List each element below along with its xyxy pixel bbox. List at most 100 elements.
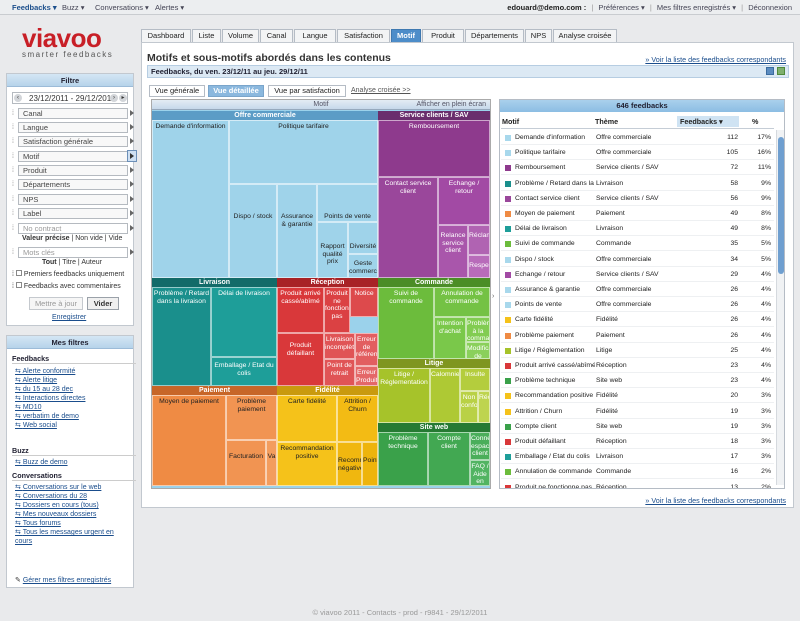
cell-suivi-commande[interactable]: Suivi de commande: [378, 287, 434, 359]
group-reception[interactable]: Réception: [277, 278, 378, 287]
cell-geste-commercial[interactable]: Geste commercial: [348, 254, 378, 278]
cross-analysis-link[interactable]: Analyse croisée >>: [351, 87, 411, 94]
cell-paiement-va[interactable]: Va: [266, 440, 277, 486]
table-row[interactable]: Annulation de commande Commande 16 2%: [501, 464, 774, 480]
check-with-comments[interactable]: ⁞ Feedbacks avec commentaires: [12, 282, 121, 290]
cell-modification-commande[interactable]: Modification de commande: [466, 342, 490, 359]
cell-assurance-garantie[interactable]: Assurance & garantie: [277, 184, 317, 278]
menu-feedbacks[interactable]: Feedbacks ▾: [12, 3, 57, 12]
table-row[interactable]: Politique tarifaire Offre commerciale 105 1…: [501, 145, 774, 161]
arrow-right-icon[interactable]: [130, 210, 134, 216]
table-row[interactable]: Compte client Site web 19 3%: [501, 419, 774, 434]
filter-canal[interactable]: ⁞ Canal: [12, 108, 137, 119]
cell-retard-livraison[interactable]: Problème / Retard dans la livraison: [152, 287, 211, 386]
saved-filter-item[interactable]: ⇆ Conversations du 28: [15, 493, 88, 500]
arrow-right-icon[interactable]: [130, 124, 134, 130]
tab-canal[interactable]: Canal: [260, 29, 293, 42]
cell-erreur-reference[interactable]: Erreur de référence: [355, 333, 378, 366]
cell-carte-fidelite[interactable]: Carte fidélité: [277, 395, 337, 442]
filter-label[interactable]: ⁞ Label: [12, 208, 137, 219]
cell-facturation[interactable]: Facturation: [226, 440, 266, 486]
fullscreen-link[interactable]: Afficher en plein écran: [416, 101, 486, 108]
table-row[interactable]: Délai de livraison Livraison 49 8%: [501, 221, 774, 237]
menu-preferences[interactable]: Préférences ▾: [598, 3, 645, 12]
filter-langue[interactable]: ⁞ Langue: [12, 122, 137, 133]
opt-tout[interactable]: Tout: [42, 259, 57, 266]
table-row[interactable]: Problème / Retard dans la livraisonLivra…: [501, 176, 774, 191]
table-row[interactable]: Remboursement Service clients / SAV 72 11%: [501, 160, 774, 176]
arrow-right-icon[interactable]: [127, 150, 137, 162]
table-scrollbar[interactable]: [776, 130, 784, 485]
expand-icon[interactable]: ⁞: [12, 196, 14, 203]
saved-filter-item[interactable]: ⇆ Dossiers en cours (tous): [15, 502, 99, 509]
table-row[interactable]: Carte fidélité Fidélité 26 4%: [501, 312, 774, 328]
opt-vide[interactable]: Vide: [108, 235, 123, 242]
cell-reclamation-sav[interactable]: Réclam: [468, 225, 490, 255]
export-icon[interactable]: [766, 67, 774, 75]
expand-icon[interactable]: ⁞: [12, 110, 14, 117]
expand-icon[interactable]: ⁞: [12, 124, 14, 131]
table-row[interactable]: Problème paiement Paiement 26 4%: [501, 328, 774, 343]
cell-rapport-qualite-prix[interactable]: Rapport qualité prix: [317, 222, 348, 278]
cell-attrition-churn[interactable]: Attrition / Churn: [337, 395, 378, 442]
col-motif[interactable]: Motif: [502, 117, 520, 126]
saved-filter-item[interactable]: ⇆ Tous forums: [15, 520, 61, 527]
cell-delai-livraison[interactable]: Délai de livraison: [211, 287, 277, 357]
table-row[interactable]: Produit ne fonctionne pas Réception 13 2%: [501, 480, 774, 488]
saved-filter-item[interactable]: ⇆ Web social: [15, 422, 57, 429]
viavoo-logo[interactable]: viavoo smarter feedbacks: [22, 24, 122, 66]
group-fidelite[interactable]: Fidélité: [277, 386, 378, 395]
table-row[interactable]: Recommandation positive Fidélité 20 3%: [501, 388, 774, 404]
view-satisfaction[interactable]: Vue par satisfaction: [268, 85, 346, 97]
checkbox[interactable]: [15, 282, 22, 288]
cell-moyen-paiement[interactable]: Moyen de paiement: [152, 395, 226, 486]
expand-icon[interactable]: ⁞: [12, 225, 14, 232]
cell-produit-defaillant[interactable]: Produit défaillant: [277, 333, 324, 386]
cell-livraison-incomplete[interactable]: Livraison incomplète: [324, 333, 355, 359]
tab-motif[interactable]: Motif: [391, 29, 421, 42]
expand-icon[interactable]: ⁞: [12, 167, 14, 174]
table-row[interactable]: Emballage / Etat du colis Livraison 17 3%: [501, 449, 774, 465]
apply-button[interactable]: Mettre à jour: [29, 297, 83, 310]
cell-insulte[interactable]: Insulte: [460, 368, 490, 391]
table-row[interactable]: Echange / retour Service clients / SAV 29 4…: [501, 267, 774, 282]
cell-echange-retour[interactable]: Echange / retour: [438, 177, 490, 225]
saved-filter-item[interactable]: ⇆ Buzz de demo: [15, 459, 68, 466]
saved-filter-item[interactable]: ⇆ Alerte litige: [15, 377, 58, 384]
arrow-right-icon[interactable]: [130, 110, 134, 116]
expand-icon[interactable]: ⁞: [12, 181, 14, 188]
cell-point-retrait[interactable]: Point de retrait: [324, 359, 355, 386]
cell-intention-achat[interactable]: Intention d'achat: [434, 317, 466, 359]
saved-filter-item[interactable]: ⇆ MD10: [15, 404, 42, 411]
group-livraison[interactable]: Livraison: [152, 278, 277, 287]
prev-date-icon[interactable]: ‹: [14, 94, 22, 102]
expand-icon[interactable]: ⁞: [12, 249, 14, 256]
cell-non-conformite[interactable]: Non conformité: [460, 391, 478, 423]
cell-remboursement[interactable]: Remboursement: [378, 120, 490, 177]
menu-buzz[interactable]: Buzz ▾: [62, 3, 85, 12]
filter-keywords[interactable]: ⁞ Mots clés: [12, 247, 137, 258]
arrow-right-icon[interactable]: [130, 196, 134, 202]
opt-auteur[interactable]: Auteur: [81, 259, 102, 266]
excel-icon[interactable]: [777, 67, 785, 75]
arrow-right-icon[interactable]: [130, 138, 134, 144]
table-row[interactable]: Produit arrivé cassé/abîmé Réception 23 4%: [501, 358, 774, 373]
cell-calomnie[interactable]: Calomnie: [430, 368, 460, 423]
cell-relance-service-client[interactable]: Relance service client: [438, 225, 468, 278]
tab-nps[interactable]: NPS: [525, 29, 552, 42]
saved-filter-item[interactable]: ⇆ Mes nouveaux dossiers: [15, 511, 97, 518]
cell-diversite[interactable]: Diversité: [348, 222, 378, 254]
cell-notice[interactable]: Notice: [350, 287, 378, 317]
expand-icon[interactable]: ⁞: [12, 153, 14, 160]
saved-filter-item[interactable]: ⇆ Conversations sur le web: [15, 484, 102, 491]
cell-points-fidelite[interactable]: Points: [362, 442, 378, 486]
tab-liste[interactable]: Liste: [192, 29, 221, 42]
table-row[interactable]: Points de vente Offre commerciale 26 4%: [501, 297, 774, 313]
table-row[interactable]: Demande d'information Offre commerciale 11…: [501, 130, 774, 145]
cell-emballage-colis[interactable]: Emballage / Etat du colis: [211, 357, 277, 386]
cell-respect-sav[interactable]: Respe: [468, 255, 490, 278]
manage-filters-link[interactable]: ✎ Gérer mes filtres enregistrés: [15, 577, 112, 584]
arrow-right-icon[interactable]: [130, 225, 134, 231]
table-row[interactable]: Contact service client Service clients / …: [501, 191, 774, 206]
scrollbar-thumb[interactable]: [778, 137, 784, 274]
